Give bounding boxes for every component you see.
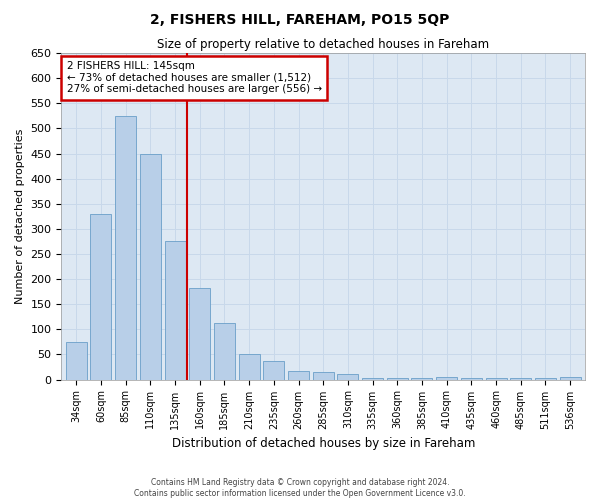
Bar [164, 242, 185, 380]
Y-axis label: Number of detached properties: Number of detached properties [15, 128, 25, 304]
Bar [412, 378, 433, 380]
Bar [387, 378, 408, 380]
Bar [436, 377, 457, 380]
Text: Contains HM Land Registry data © Crown copyright and database right 2024.
Contai: Contains HM Land Registry data © Crown c… [134, 478, 466, 498]
Bar [535, 378, 556, 380]
Bar [560, 377, 581, 380]
Bar [288, 370, 309, 380]
Bar [214, 323, 235, 380]
Bar [189, 288, 210, 380]
Bar [362, 378, 383, 380]
Bar [115, 116, 136, 380]
Bar [510, 378, 531, 380]
Title: Size of property relative to detached houses in Fareham: Size of property relative to detached ho… [157, 38, 489, 51]
Bar [140, 154, 161, 380]
Bar [91, 214, 112, 380]
Bar [485, 378, 506, 380]
Bar [263, 361, 284, 380]
Text: 2, FISHERS HILL, FAREHAM, PO15 5QP: 2, FISHERS HILL, FAREHAM, PO15 5QP [151, 12, 449, 26]
Bar [66, 342, 87, 380]
Bar [461, 378, 482, 380]
Bar [337, 374, 358, 380]
X-axis label: Distribution of detached houses by size in Fareham: Distribution of detached houses by size … [172, 437, 475, 450]
Bar [313, 372, 334, 380]
Bar [239, 354, 260, 380]
Text: 2 FISHERS HILL: 145sqm
← 73% of detached houses are smaller (1,512)
27% of semi-: 2 FISHERS HILL: 145sqm ← 73% of detached… [67, 61, 322, 94]
